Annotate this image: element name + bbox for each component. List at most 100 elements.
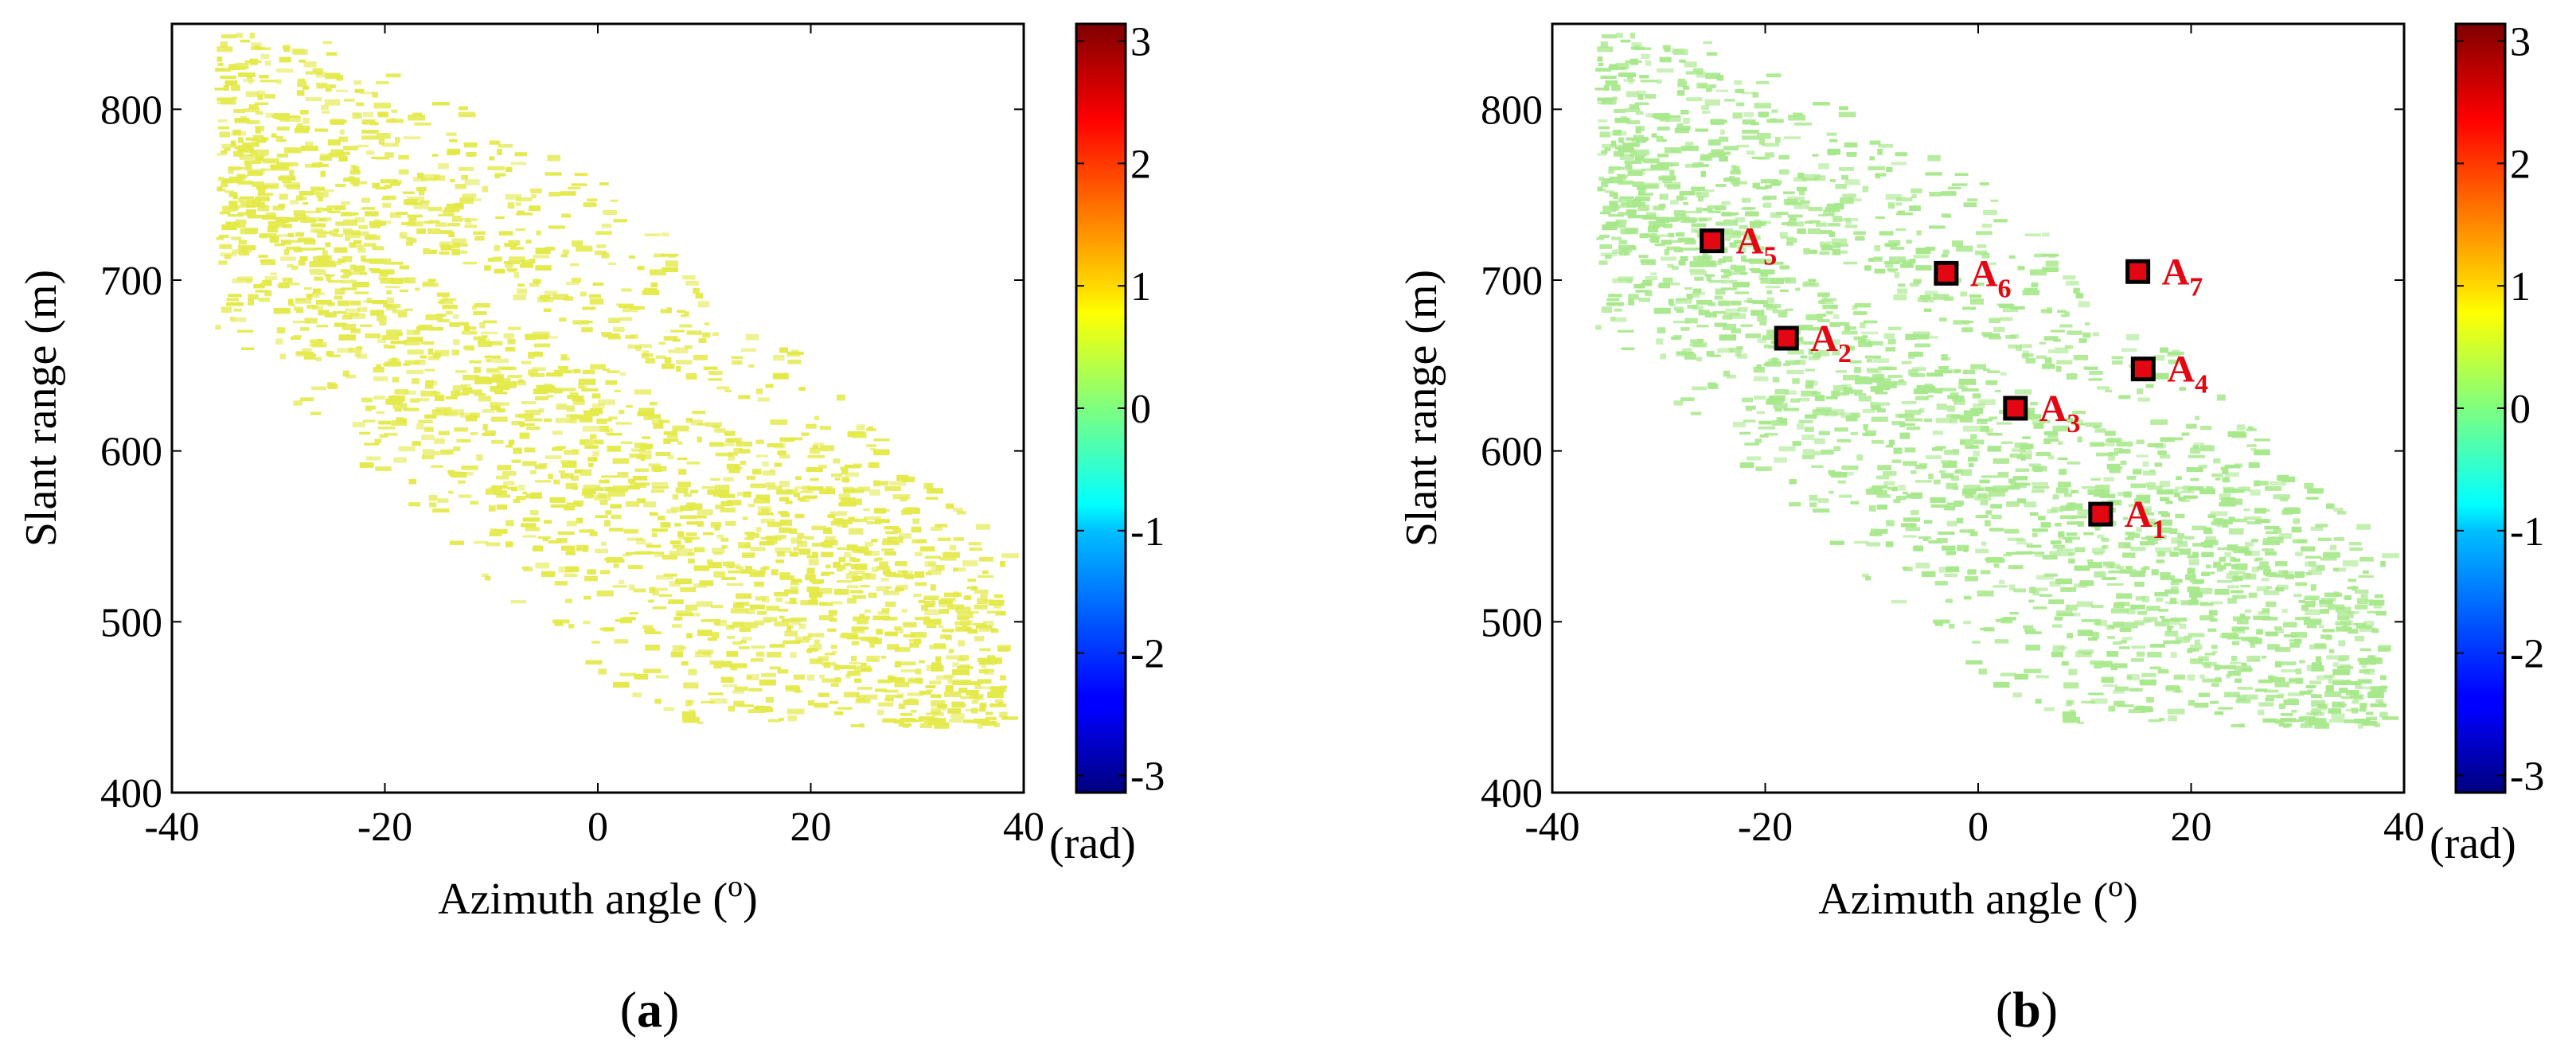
speckle bbox=[914, 571, 925, 578]
speckle bbox=[1868, 505, 1876, 512]
speckle bbox=[2090, 698, 2108, 704]
speckle bbox=[670, 506, 684, 512]
speckle bbox=[643, 668, 662, 673]
speckle bbox=[438, 431, 450, 435]
speckle bbox=[237, 212, 248, 216]
speckle bbox=[417, 173, 423, 179]
speckle bbox=[884, 486, 901, 491]
speckle bbox=[842, 519, 853, 524]
speckle bbox=[2121, 348, 2137, 353]
speckle bbox=[1689, 268, 1706, 272]
speckle bbox=[865, 609, 871, 613]
speckle bbox=[833, 561, 841, 568]
speckle bbox=[851, 641, 860, 645]
speckle bbox=[944, 592, 962, 597]
speckle bbox=[1960, 291, 1967, 297]
speckle bbox=[822, 544, 833, 548]
speckle bbox=[1832, 385, 1848, 392]
speckle bbox=[754, 570, 764, 577]
speckle bbox=[777, 450, 786, 455]
speckle bbox=[1904, 409, 1921, 415]
speckle bbox=[1874, 245, 1881, 251]
speckle bbox=[312, 288, 322, 294]
speckle bbox=[2102, 545, 2107, 549]
speckle bbox=[550, 504, 568, 508]
speckle bbox=[798, 623, 806, 629]
speckle bbox=[338, 334, 356, 341]
speckle bbox=[282, 180, 292, 183]
speckle bbox=[230, 140, 236, 146]
speckle bbox=[1975, 250, 1988, 255]
speckle bbox=[949, 719, 963, 723]
speckle bbox=[1844, 179, 1860, 185]
speckle bbox=[1000, 561, 1005, 567]
speckle bbox=[913, 594, 922, 598]
speckle bbox=[746, 475, 756, 480]
speckle bbox=[637, 411, 654, 417]
speckle bbox=[1660, 353, 1666, 360]
speckle bbox=[418, 190, 425, 196]
speckle bbox=[997, 612, 1006, 615]
speckle bbox=[694, 651, 712, 658]
speckle bbox=[260, 283, 269, 286]
speckle bbox=[1667, 263, 1674, 268]
speckle bbox=[2258, 611, 2270, 615]
speckle bbox=[895, 647, 911, 653]
speckle bbox=[294, 214, 306, 220]
speckle bbox=[2348, 542, 2362, 546]
speckle bbox=[2076, 601, 2094, 607]
speckle bbox=[589, 298, 603, 305]
speckle bbox=[455, 244, 468, 247]
speckle bbox=[390, 278, 404, 284]
speckle bbox=[217, 62, 224, 66]
speckle bbox=[2300, 716, 2316, 720]
speckle bbox=[2063, 682, 2079, 689]
speckle bbox=[869, 641, 875, 648]
speckle bbox=[715, 504, 724, 510]
speckle bbox=[413, 203, 429, 209]
speckle bbox=[753, 498, 771, 504]
speckle bbox=[878, 702, 894, 707]
speckle bbox=[740, 460, 747, 466]
speckle bbox=[423, 220, 433, 224]
speckle bbox=[652, 485, 669, 489]
speckle bbox=[844, 497, 856, 503]
speckle bbox=[1788, 115, 1805, 121]
speckle bbox=[369, 223, 381, 228]
speckle bbox=[732, 641, 742, 645]
speckle bbox=[311, 164, 329, 168]
speckle bbox=[1698, 196, 1704, 202]
speckle bbox=[548, 192, 561, 197]
speckle bbox=[825, 536, 836, 543]
speckle bbox=[1772, 401, 1783, 405]
speckle bbox=[219, 131, 231, 138]
speckle bbox=[918, 600, 925, 603]
speckle bbox=[1756, 364, 1762, 369]
speckle bbox=[720, 537, 729, 542]
speckle bbox=[960, 696, 973, 700]
colorbar-unit-label: (rad) bbox=[1049, 819, 1136, 868]
speckle bbox=[2104, 431, 2116, 436]
speckle bbox=[746, 675, 752, 680]
speckle bbox=[893, 626, 902, 630]
speckle bbox=[488, 257, 494, 262]
speckle bbox=[269, 236, 279, 243]
speckle bbox=[995, 699, 1003, 703]
speckle bbox=[330, 119, 345, 125]
speckle bbox=[513, 271, 520, 279]
speckle bbox=[1985, 428, 1993, 435]
speckle bbox=[2179, 548, 2192, 555]
speckle bbox=[904, 571, 913, 578]
speckle bbox=[2148, 521, 2163, 528]
speckle bbox=[390, 183, 400, 186]
speckle bbox=[473, 311, 487, 315]
speckle bbox=[2167, 708, 2185, 715]
speckle bbox=[846, 585, 859, 589]
speckle bbox=[220, 212, 231, 215]
speckle bbox=[1696, 357, 1703, 362]
speckle bbox=[2258, 702, 2274, 707]
speckle bbox=[823, 527, 832, 533]
speckle bbox=[1860, 322, 1866, 329]
